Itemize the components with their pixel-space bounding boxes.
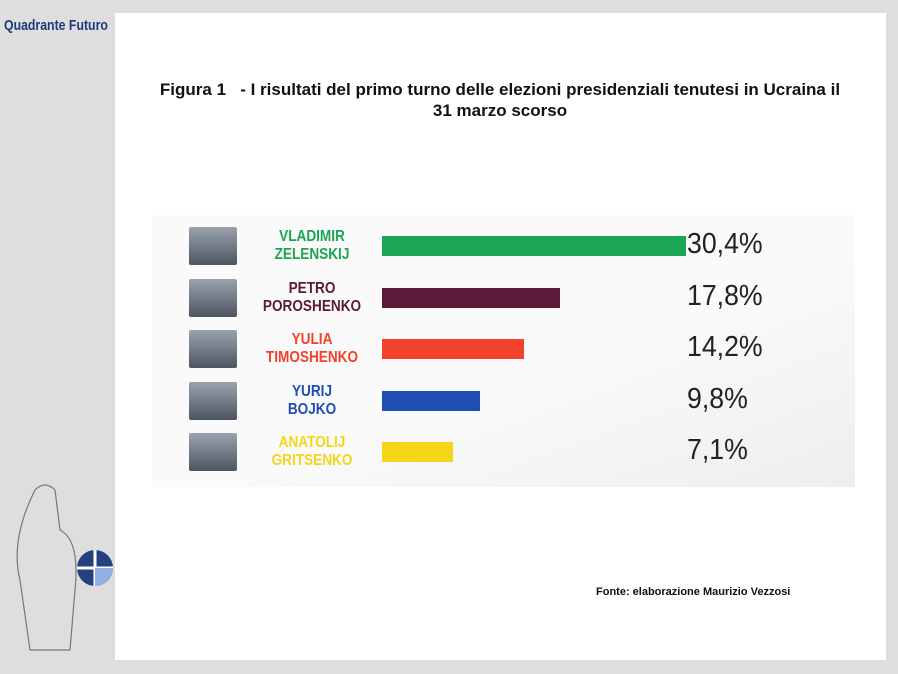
candidate-photo: [189, 381, 237, 420]
bar: [382, 287, 560, 308]
value-label: 7,1%: [687, 434, 748, 466]
brand: Quadrante Futuro: [4, 17, 108, 34]
category-label: PETRO POROSHENKO: [262, 279, 362, 315]
bar: [382, 390, 480, 411]
value-label: 14,2%: [687, 331, 763, 363]
value-label: 30,4%: [687, 228, 763, 260]
category-label: VLADIMIR ZELENSKIJ: [274, 228, 350, 263]
bar: [382, 339, 524, 359]
decoration: [16, 484, 113, 651]
source-note: Fonte: elaborazione Maurizio Vezzosi: [596, 586, 791, 598]
category-label: ANATOLIJ GRITSENKO: [271, 434, 353, 469]
bar: [382, 442, 453, 462]
candidate-photo: [189, 227, 237, 265]
category-label: YULIA TIMOSHENKO: [265, 331, 359, 366]
value-label: 9,8%: [687, 382, 748, 415]
category-label: YURIJ BOJKO: [287, 382, 337, 418]
chart-title: Figura 1 - I risultati del primo turno d…: [159, 80, 845, 120]
chart-panel: VLADIMIR ZELENSKIJ 30,4% PETRO POROSHENKO 1…: [152, 215, 855, 487]
bar: [382, 236, 686, 256]
candidate-photo: [189, 330, 237, 368]
candidate-photo: [189, 433, 237, 471]
value-label: 17,8%: [687, 279, 763, 312]
candidate-photo: [189, 278, 237, 317]
